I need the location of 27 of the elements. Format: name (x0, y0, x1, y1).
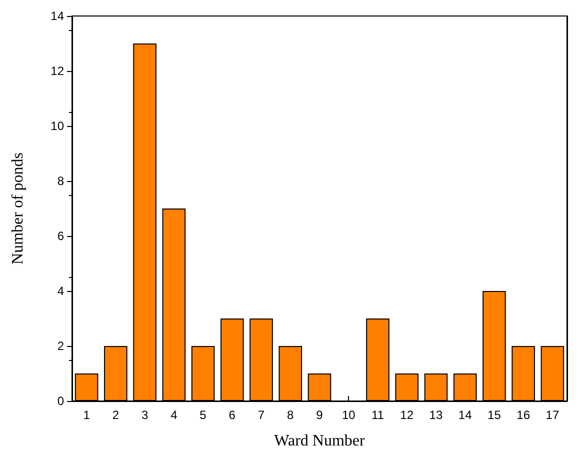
x-tick-label: 3 (141, 408, 148, 422)
x-tick-label: 17 (546, 408, 560, 422)
y-tick-label: 14 (50, 9, 64, 23)
y-tick-label: 2 (57, 339, 64, 353)
x-tick-label: 5 (200, 408, 207, 422)
y-tick-label: 8 (57, 174, 64, 188)
x-tick-label: 8 (287, 408, 294, 422)
x-tick-label: 1 (83, 408, 90, 422)
x-tick-label: 10 (342, 408, 356, 422)
x-tick-label: 7 (258, 408, 265, 422)
x-axis-title: Ward Number (274, 432, 366, 450)
x-tick-label: 11 (372, 408, 384, 422)
x-tick-label: 6 (228, 408, 236, 422)
x-tick-label: 4 (170, 408, 178, 422)
y-tick-label: 4 (57, 284, 64, 298)
x-tick-label: 9 (316, 408, 324, 422)
y-tick-label: 12 (50, 64, 64, 78)
y-tick-label: 6 (57, 229, 64, 243)
x-tick-label: 15 (488, 408, 502, 422)
x-tick-label: 13 (429, 408, 443, 422)
x-tick-label: 2 (112, 408, 120, 422)
x-tick-label: 16 (516, 408, 530, 422)
y-tick-label: 0 (57, 394, 64, 408)
y-axis-title: Number of ponds (10, 152, 26, 264)
x-tick-label: 12 (400, 408, 414, 422)
y-tick-label: 10 (50, 119, 64, 133)
x-tick-label: 14 (458, 408, 472, 422)
